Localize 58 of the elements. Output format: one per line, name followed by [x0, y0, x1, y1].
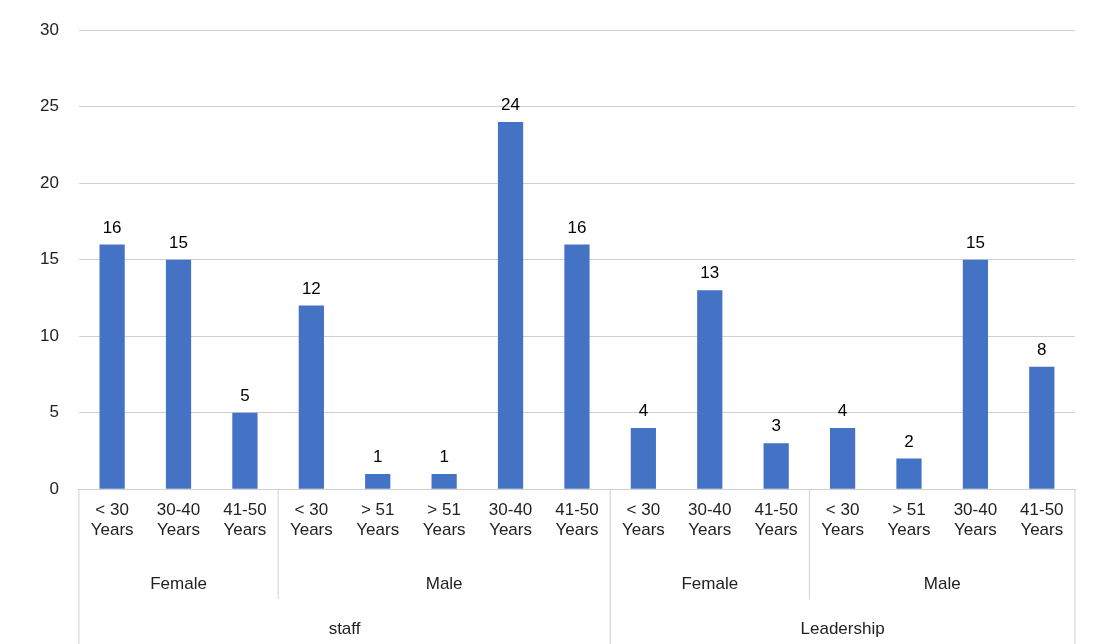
data-label: 3	[771, 416, 781, 436]
x-tick-label: < 30 Years	[821, 500, 865, 540]
x-tick-label: 30-40 Years	[688, 500, 732, 540]
bar	[99, 244, 125, 489]
bar	[232, 412, 258, 489]
y-tick-label: 0	[49, 478, 59, 498]
data-label: 5	[240, 385, 250, 405]
x-tick-label: 41-50 Years	[555, 500, 599, 540]
bar	[298, 305, 324, 489]
x-tick-label: 41-50 Years	[1020, 500, 1064, 540]
data-label: 1	[439, 447, 449, 467]
y-tick-label: 15	[39, 249, 59, 269]
data-label: 1	[373, 447, 383, 467]
y-tick-label: 5	[49, 402, 59, 422]
bar	[962, 259, 989, 489]
data-label: 2	[904, 431, 914, 451]
text: Male	[425, 573, 463, 593]
text: staff	[328, 618, 361, 638]
data-label: 8	[1037, 339, 1047, 359]
data-label: 16	[102, 217, 122, 237]
x-tick-label: 30-40 Years	[953, 500, 998, 540]
y-tick-label: 25	[39, 96, 59, 116]
data-label: 24	[501, 95, 521, 115]
x-tick-label: 41-50 Years	[754, 500, 798, 540]
data-label: 13	[700, 263, 720, 283]
bar	[697, 290, 723, 489]
bar	[630, 428, 656, 489]
x-tick-label: > 51 Years	[356, 500, 400, 540]
x-tick-label: < 30 Years	[621, 500, 665, 540]
x-tick-label: < 30 Years	[90, 500, 134, 540]
x-tick-label: 30-40 Years	[156, 500, 201, 540]
text: Female	[150, 573, 207, 593]
bar	[497, 122, 524, 489]
data-label: 12	[301, 278, 321, 298]
bar	[763, 443, 789, 489]
data-label: 4	[638, 401, 649, 421]
bar	[829, 428, 856, 489]
bar	[165, 259, 192, 489]
bar	[431, 473, 457, 489]
text: Leadership	[800, 618, 885, 638]
y-tick-label: 30	[39, 19, 59, 39]
data-label: 4	[837, 401, 848, 421]
data-label: 15	[169, 232, 188, 252]
bar	[365, 473, 391, 489]
y-tick-label: 10	[39, 325, 59, 345]
data-label: 16	[567, 217, 587, 237]
text: Female	[681, 573, 739, 593]
x-tick-label: 30-40 Years	[488, 500, 533, 540]
x-tick-label: > 51 Years	[422, 500, 466, 540]
bar	[896, 458, 922, 489]
x-tick-label: > 51 Years	[887, 500, 931, 540]
y-tick-label: 20	[39, 172, 59, 192]
bar	[564, 244, 590, 489]
x-tick-label: < 30 Years	[289, 500, 333, 540]
bar	[1029, 366, 1055, 489]
text: Male	[923, 573, 961, 593]
x-tick-label: 41-50 Years	[223, 500, 267, 540]
data-label: 15	[965, 232, 985, 252]
